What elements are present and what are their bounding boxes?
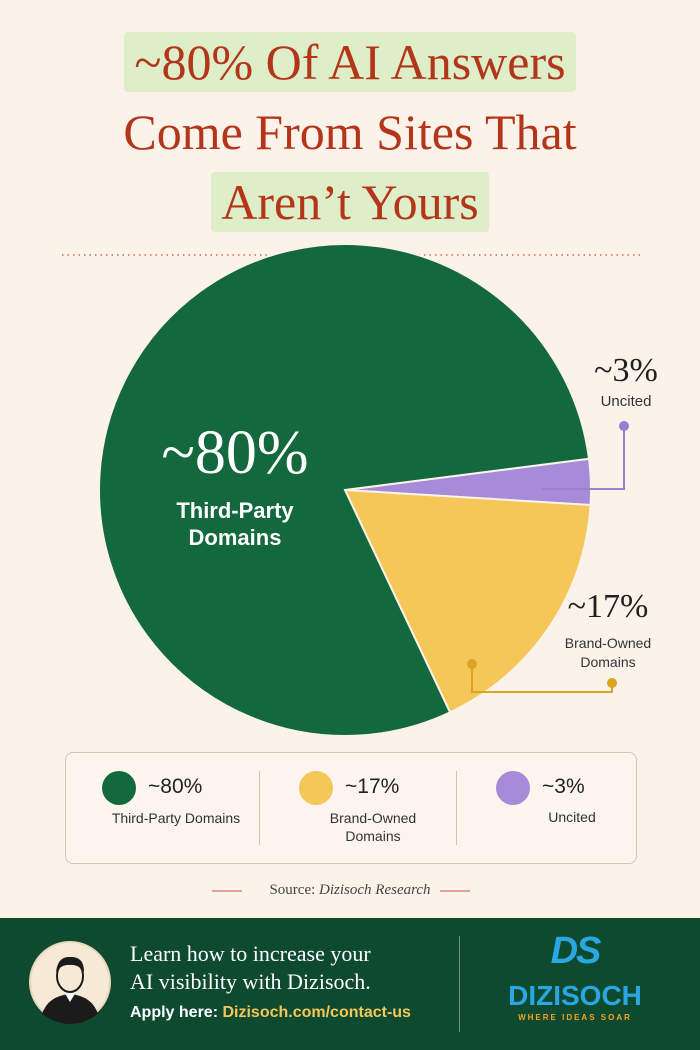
title-text: Come From Sites That xyxy=(123,104,577,160)
legend: ~80% Third-Party Domains ~17% Brand-Owned D… xyxy=(65,752,637,864)
cta-line: Learn how to increase your xyxy=(130,941,371,966)
legend-value: ~80% xyxy=(148,775,203,798)
source-label: Source: xyxy=(269,882,316,898)
title-line: Come From Sites That xyxy=(0,102,700,162)
legend-separator xyxy=(259,771,260,845)
title-text: ~80% Of AI Answers xyxy=(124,32,576,92)
legend-separator xyxy=(456,771,457,845)
legend-value: ~17% xyxy=(345,775,400,798)
leader-dot xyxy=(619,421,629,431)
slice-label: Third-Party Domains xyxy=(176,498,294,550)
slice-value-label: ~17% xyxy=(567,588,649,625)
legend-item: ~17% Brand-Owned Domains xyxy=(259,753,453,863)
slice-value-label: ~3% xyxy=(594,352,658,389)
apply-link[interactable]: Dizisoch.com/contact-us xyxy=(222,1004,411,1021)
footer: Learn how to increase your AI visibility… xyxy=(0,918,700,1050)
legend-swatch xyxy=(102,771,136,805)
title-text: Aren’t Yours xyxy=(211,172,489,232)
legend-item: ~80% Third-Party Domains xyxy=(66,753,256,863)
logo-mark: DS xyxy=(550,930,602,972)
footer-divider xyxy=(459,936,460,1032)
logo-tagline: WHERE IDEAS SOAR xyxy=(518,1013,632,1022)
legend-label: Brand-Owned Domains xyxy=(329,810,417,844)
chart xyxy=(62,243,640,892)
source: Source: Dizisoch Research xyxy=(0,882,700,899)
apply-label: Apply here: xyxy=(130,1004,219,1021)
legend-label: Uncited xyxy=(548,809,596,825)
avatar xyxy=(29,941,111,1024)
title-line: ~80% Of AI Answers xyxy=(0,32,700,92)
legend-item: ~3% Uncited xyxy=(456,753,650,863)
legend-label: Third-Party Domains xyxy=(111,810,241,826)
legend-swatch xyxy=(299,771,333,805)
cta-line: AI visibility with Dizisoch. xyxy=(130,969,371,994)
apply: Apply here: Dizisoch.com/contact-us xyxy=(130,1004,411,1022)
legend-value: ~3% xyxy=(542,775,585,798)
legend-swatch xyxy=(496,771,530,805)
leader-dot xyxy=(467,659,477,669)
slice-label: Uncited xyxy=(600,393,652,410)
pie-slice xyxy=(343,488,592,714)
pie-slice xyxy=(98,243,591,737)
slice-label: Brand-Owned Domains xyxy=(564,635,652,670)
slice-value-label: ~80% xyxy=(161,419,309,487)
leader-dot xyxy=(607,678,617,688)
pie xyxy=(98,243,629,737)
source-name: Dizisoch Research xyxy=(319,882,431,898)
title-line: Aren’t Yours xyxy=(0,172,700,232)
cta: Learn how to increase your AI visibility… xyxy=(130,940,371,996)
leader-line xyxy=(542,426,625,490)
logo-brand: DIZISOCH xyxy=(508,980,642,1011)
